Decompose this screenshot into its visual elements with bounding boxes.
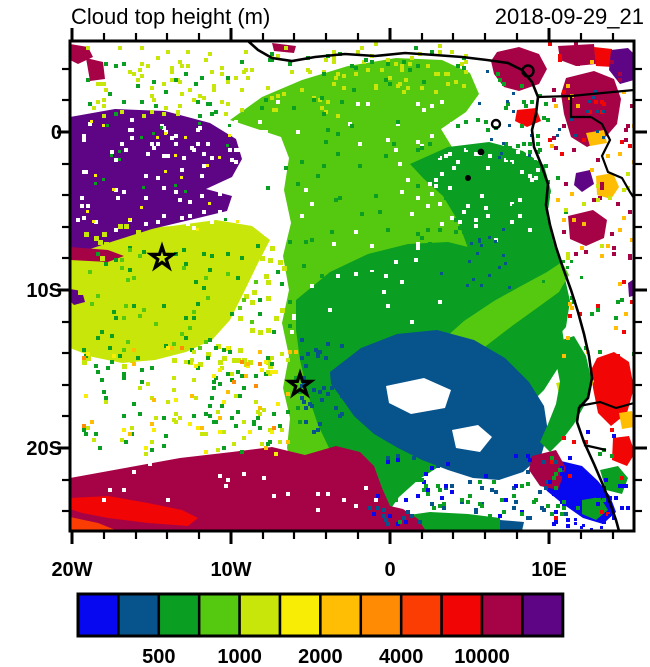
region-purple-e — [574, 170, 594, 192]
region-maroon-ne — [561, 71, 621, 147]
speckle-field — [390, 476, 566, 524]
x-tick-label: 10E — [531, 559, 567, 581]
colorbar-cell — [480, 592, 524, 638]
speckle-field — [76, 118, 240, 232]
speckle-field — [300, 338, 354, 434]
colorbar-cell — [117, 592, 161, 638]
station-star-ascension-icon — [146, 241, 178, 272]
speckle-field — [416, 146, 568, 240]
x-tick-label: 10W — [210, 559, 251, 581]
map-field — [70, 41, 634, 531]
colorbar-cell — [238, 592, 282, 638]
region-purple-corner — [609, 48, 634, 84]
region-amber-e-1 — [596, 173, 619, 199]
x-tick-label: 20W — [51, 559, 92, 581]
colorbar-cell — [319, 592, 363, 638]
island-outline — [477, 148, 485, 156]
speckle-field — [440, 228, 511, 289]
speckle-field — [258, 120, 442, 334]
y-tick-label: 20S — [26, 438, 62, 460]
country-border — [590, 116, 634, 199]
colorbar-cell — [440, 592, 484, 638]
station-star-st-helena-icon — [284, 368, 316, 399]
region-red-se-1 — [591, 352, 634, 426]
speckle-field — [548, 42, 632, 156]
y-tick-label: 0 — [51, 122, 62, 144]
speckle-field — [566, 430, 630, 528]
speckle-field — [568, 280, 634, 358]
region-amber-se — [619, 411, 634, 429]
colorbar-label: 4000 — [379, 646, 424, 667]
region-white-hole-1 — [386, 378, 451, 414]
speckle-field — [90, 346, 298, 450]
island-outline — [465, 174, 472, 181]
speckle-field — [94, 122, 231, 221]
chart-timestamp: 2018-09-29_21 — [494, 4, 644, 29]
country-border — [578, 400, 634, 410]
country-border — [583, 443, 607, 452]
speckle-field — [556, 90, 605, 139]
country-border — [537, 94, 591, 119]
colorbar-cell — [359, 592, 403, 638]
colorbar-cell — [157, 592, 201, 638]
coastline — [247, 41, 621, 531]
region-orange-corner — [70, 517, 118, 531]
colorbar-label: 1000 — [217, 646, 262, 667]
y-tick-label: 10S — [26, 280, 62, 302]
colorbar-cell — [197, 592, 241, 638]
colorbar: 500 1000 2000 4000 10000 — [76, 592, 565, 667]
x-tick-label: 0 — [384, 559, 395, 581]
colorbar-cell — [278, 592, 322, 638]
map-frame — [68, 39, 636, 533]
colorbar-label: 10000 — [454, 646, 510, 667]
region-maroon-e — [568, 210, 607, 246]
colorbar-frame — [76, 592, 565, 638]
region-red-strip — [70, 496, 198, 526]
speckle-field — [88, 248, 258, 352]
speckle-field — [86, 120, 239, 231]
colorbar-cell — [399, 592, 443, 638]
y-axis: 0 10S 20S — [26, 67, 647, 513]
island-outline — [490, 118, 502, 130]
region-amber-e-2 — [586, 130, 607, 146]
colorbar-cell — [521, 592, 565, 638]
colorbar-label: 2000 — [298, 646, 343, 667]
region-maroon-left-2 — [86, 58, 105, 81]
region-green-land-2 — [582, 497, 608, 520]
speckle-field — [82, 346, 276, 430]
colorbar-label: 500 — [142, 646, 175, 667]
speckle-field — [552, 42, 634, 152]
chart-title: Cloud top height (m) — [71, 4, 271, 29]
region-green-coast-strip — [540, 336, 592, 452]
region-steel-bottom-bit — [500, 520, 524, 531]
country-border — [570, 88, 634, 98]
speckle-field — [94, 456, 378, 512]
speckle-field — [82, 244, 260, 352]
region-red-se-2 — [612, 436, 634, 466]
region-red-corner — [594, 47, 613, 67]
region-white-hole-2 — [452, 425, 492, 452]
island-outline — [521, 64, 535, 78]
x-axis: 20W 10W 0 10E — [51, 28, 615, 581]
colorbar-cell — [76, 592, 120, 638]
speckle-field — [542, 260, 583, 331]
